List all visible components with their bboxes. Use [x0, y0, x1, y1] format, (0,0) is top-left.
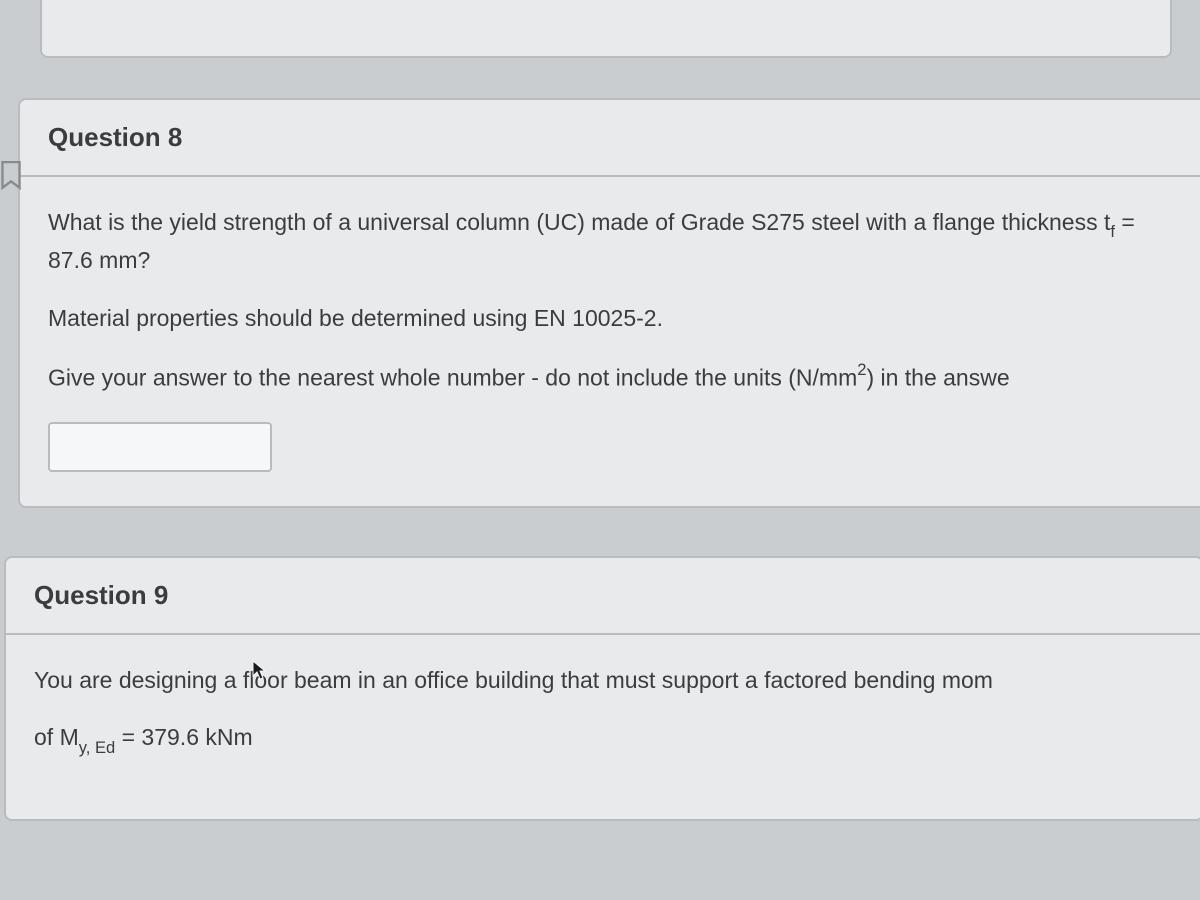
- question-8-header: Question 8: [20, 100, 1200, 177]
- question-8-text-2: Material properties should be determined…: [48, 301, 1178, 337]
- question-8-text-1: What is the yield strength of a universa…: [48, 205, 1178, 279]
- question-9-header: Question 9: [6, 558, 1200, 635]
- question-8-title: Question 8: [48, 122, 1178, 153]
- question-8-card: Question 8 What is the yield strength of…: [18, 98, 1200, 508]
- quiz-page: Question 8 What is the yield strength of…: [0, 0, 1200, 821]
- question-8-body: What is the yield strength of a universa…: [20, 177, 1200, 506]
- question-8-answer-input[interactable]: [48, 422, 272, 472]
- q8-p3-post: ) in the answe: [866, 364, 1009, 390]
- question-8-text-3: Give your answer to the nearest whole nu…: [48, 359, 1178, 396]
- q8-p1-sub: f: [1110, 222, 1115, 241]
- q8-p1-pre: What is the yield strength of a universa…: [48, 209, 1110, 235]
- question-9-text-1: You are designing a floor beam in an off…: [34, 663, 1174, 699]
- q8-p3-pre: Give your answer to the nearest whole nu…: [48, 364, 857, 390]
- question-9-text-2: of My, Ed = 379.6 kNm: [34, 720, 1174, 758]
- q9-p2-post: = 379.6 kNm: [115, 724, 252, 750]
- q9-p2-pre: of M: [34, 724, 79, 750]
- previous-question-card-partial: [40, 0, 1172, 58]
- question-9-card: Question 9 You are designing a floor bea…: [4, 556, 1200, 821]
- question-9-body: You are designing a floor beam in an off…: [6, 635, 1200, 819]
- q8-p3-sup: 2: [857, 360, 866, 379]
- question-9-title: Question 9: [34, 580, 1174, 611]
- bookmark-flag-icon[interactable]: [0, 160, 24, 192]
- q9-p2-sub: y, Ed: [79, 738, 115, 757]
